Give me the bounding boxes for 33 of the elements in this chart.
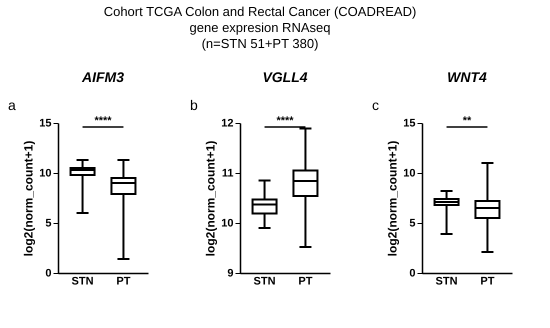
text: b: [190, 97, 198, 113]
y-tick-label: 15: [39, 118, 52, 130]
text: a: [8, 97, 16, 113]
y-axis-title: log2(norm_count+1): [21, 140, 36, 256]
y-tick-label: 10: [403, 168, 416, 180]
y-tick-label: 5: [45, 218, 52, 230]
annotation: ****: [276, 115, 294, 127]
y-tick-label: 10: [39, 168, 52, 180]
y-tick-label: 11: [222, 168, 234, 180]
y-tick-label: 15: [403, 118, 416, 130]
y-tick-label: 0: [45, 268, 52, 280]
x-tick-label: PT: [116, 276, 131, 288]
y-tick-label: 12: [221, 118, 234, 130]
x-tick-label: STN: [436, 276, 458, 288]
annotation: ****: [94, 115, 112, 127]
y-tick-label: 0: [409, 268, 416, 280]
x-tick-label: PT: [298, 276, 313, 288]
y-tick-label: 9: [227, 268, 234, 280]
annotation: **: [462, 115, 472, 127]
text: Cohort TCGA Colon and Rectal Cancer (COADREAD): [104, 4, 416, 19]
x-tick-label: PT: [480, 276, 495, 288]
chart-title: VGLL4: [262, 69, 308, 85]
y-tick-label: 10: [221, 218, 234, 230]
y-axis-title: log2(norm_count+1): [203, 140, 218, 256]
chart-title: WNT4: [447, 69, 488, 85]
text: c: [372, 97, 379, 113]
y-axis-title: log2(norm_count+1): [385, 140, 400, 256]
x-tick-label: STN: [72, 276, 94, 288]
text: gene expresion RNAseq: [190, 20, 330, 35]
y-tick-label: 5: [409, 218, 416, 230]
x-tick-label: STN: [254, 276, 276, 288]
text: (n=STN 51+PT 380): [202, 36, 318, 51]
chart-title: AIFM3: [81, 69, 124, 85]
